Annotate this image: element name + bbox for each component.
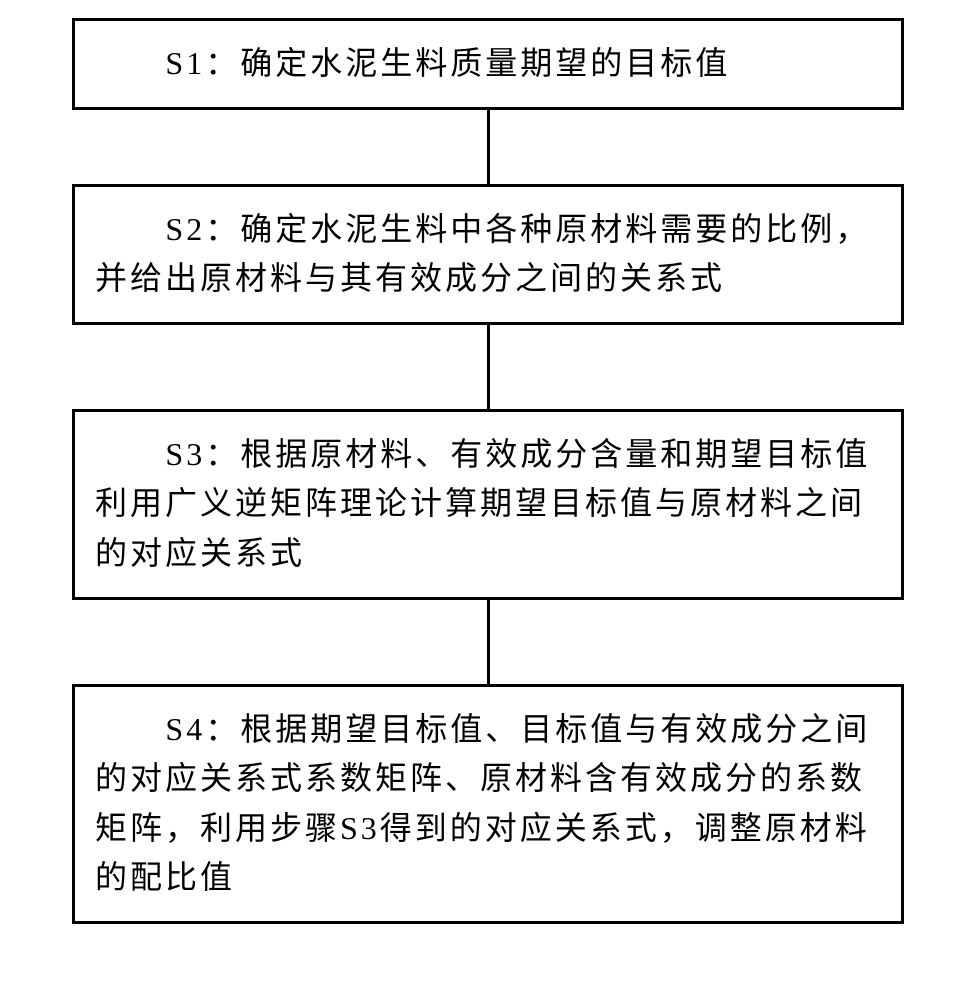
flow-node-s1-label: S1：确定水泥生料质量期望的目标值 [95,39,881,89]
flow-node-s2: S2：确定水泥生料中各种原材料需要的比例，并给出原材料与其有效成分之间的关系式 [72,184,904,325]
flow-edge-s3-s4 [72,600,904,684]
flow-edge-s2-s3 [72,325,904,409]
flow-node-s4: S4：根据期望目标值、目标值与有效成分之间的对应关系式系数矩阵、原材料含有效成分… [72,684,904,924]
flow-node-s1: S1：确定水泥生料质量期望的目标值 [72,18,904,110]
flowchart-canvas: S1：确定水泥生料质量期望的目标值 S2：确定水泥生料中各种原材料需要的比例，并… [0,0,976,1000]
flow-node-s2-label: S2：确定水泥生料中各种原材料需要的比例，并给出原材料与其有效成分之间的关系式 [95,205,881,304]
flow-node-s3-label: S3：根据原材料、有效成分含量和期望目标值利用广义逆矩阵理论计算期望目标值与原材… [95,430,881,579]
flow-edge-s1-s2 [72,110,904,184]
connector-line [487,600,490,684]
connector-line [487,325,490,409]
connector-line [487,110,490,184]
flow-node-s4-label: S4：根据期望目标值、目标值与有效成分之间的对应关系式系数矩阵、原材料含有效成分… [95,705,881,903]
flow-node-s3: S3：根据原材料、有效成分含量和期望目标值利用广义逆矩阵理论计算期望目标值与原材… [72,409,904,600]
